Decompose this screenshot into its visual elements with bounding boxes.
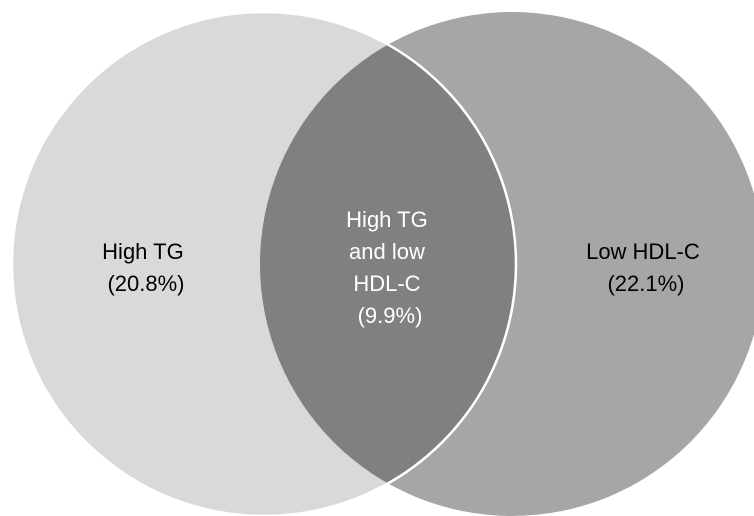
- overlap-region: [260, 12, 516, 516]
- overlap-label-line2: and low: [349, 239, 425, 264]
- left-set-label-line2: (20.8%): [107, 271, 184, 296]
- overlap-label-line1: High TG: [346, 207, 428, 232]
- left-set-label-line1: High TG: [102, 239, 184, 264]
- right-set-label: Low HDL-C (22.1%): [586, 239, 706, 296]
- overlap-label-line3: HDL-C: [353, 271, 420, 296]
- overlap-label-line4: (9.9%): [358, 303, 423, 328]
- left-set-label: High TG (20.8%): [102, 239, 190, 296]
- left-set-outline: [10, 10, 518, 516]
- overlap-label: High TG and low HDL-C (9.9%): [346, 207, 434, 328]
- right-set-label-line1: Low HDL-C: [586, 239, 700, 264]
- right-set-label-line2: (22.1%): [607, 271, 684, 296]
